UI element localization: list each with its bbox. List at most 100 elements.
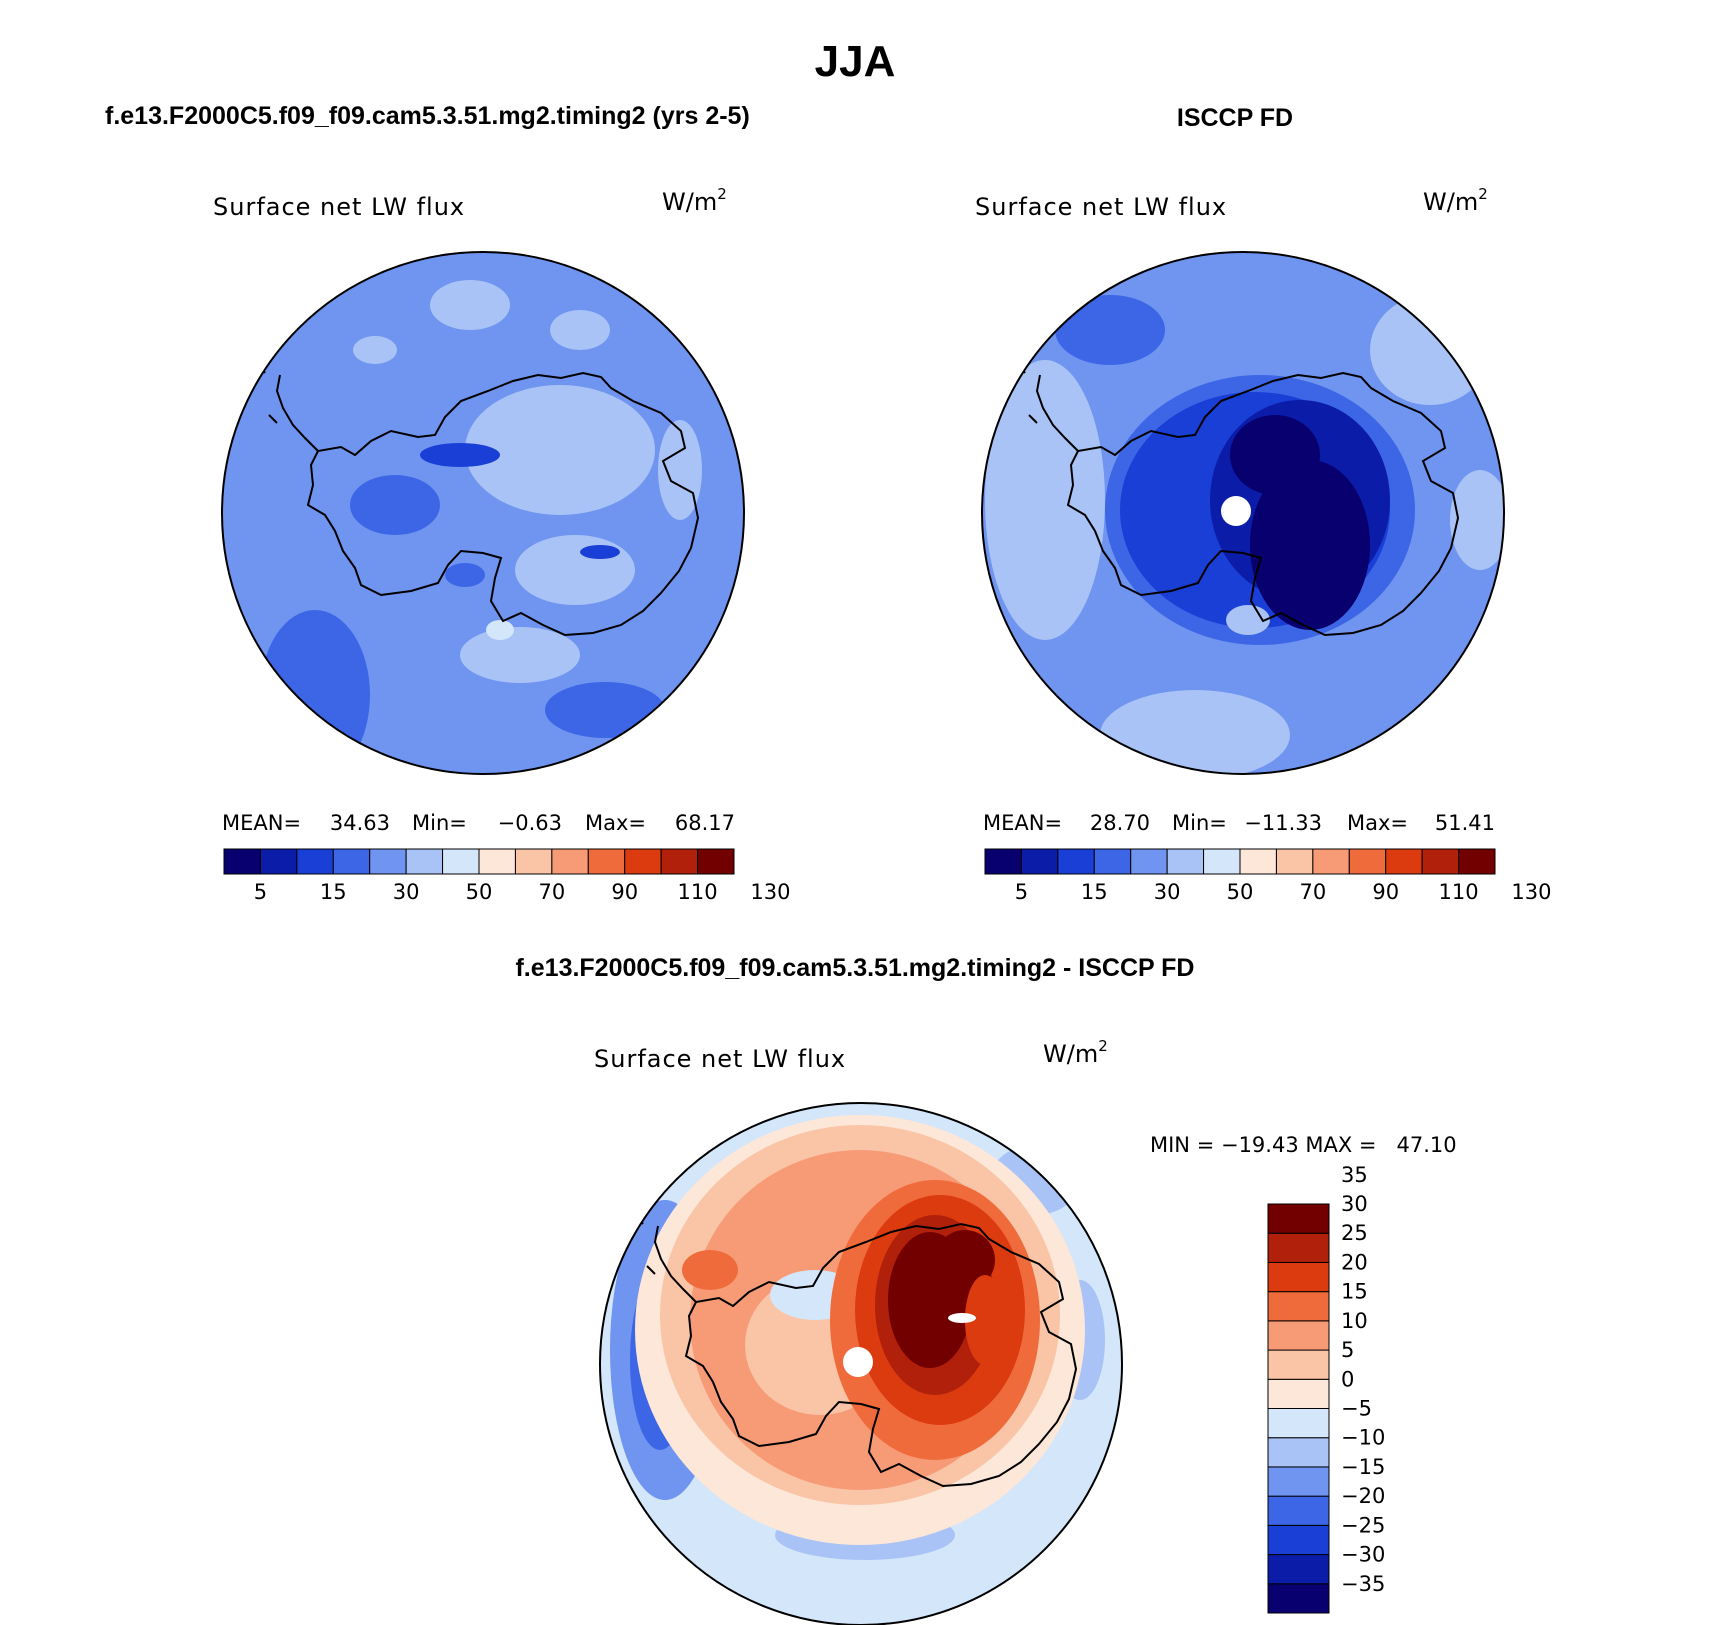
obs-colorbar-tick-label: 130: [1511, 880, 1551, 904]
obs-colorbar-swatch: [1166, 848, 1205, 875]
model-colorbar-swatch: [551, 848, 589, 875]
model-colorbar-swatch: [587, 848, 626, 875]
diff-panel: Surface net LW flux W/m2 MIN = −19.43 MA…: [594, 1037, 1457, 1625]
obs-min-value: −11.33: [1244, 811, 1322, 835]
diff-colorbar-swatch: [1267, 1261, 1330, 1293]
obs-polar-map: [982, 252, 1504, 774]
model-units-exponent: 2: [717, 185, 727, 203]
obs-min-label: Min=: [1172, 811, 1227, 835]
obs-mean-label: MEAN=: [983, 811, 1062, 835]
obs-units-label: W/m2: [1423, 185, 1488, 216]
obs-colorbar-swatch: [1312, 848, 1350, 875]
diff-colorbar-swatch: [1267, 1495, 1330, 1526]
model-colorbar-swatch: [405, 848, 444, 875]
diff-colorbar-swatch: [1267, 1291, 1330, 1322]
obs-colorbar-swatch: [1057, 848, 1095, 875]
obs-colorbar-swatch: [1203, 848, 1241, 875]
model-colorbar-swatch: [259, 848, 298, 875]
model-colorbar-swatch: [332, 848, 371, 875]
obs-colorbar-tick-label: 5: [1015, 880, 1028, 904]
diff-units-exponent: 2: [1098, 1037, 1108, 1055]
diff-colorbar-swatch: [1267, 1437, 1330, 1468]
diff-colorbar-tick-label: 5: [1341, 1338, 1354, 1362]
obs-max-label: Max=: [1347, 811, 1408, 835]
obs-max-value: 51.41: [1435, 811, 1495, 835]
model-units-label: W/m2: [662, 185, 727, 216]
diff-colorbar-tick-label: −20: [1341, 1484, 1385, 1508]
model-min-value: −0.63: [498, 811, 562, 835]
model-colorbar-swatch: [442, 848, 480, 875]
obs-units-base: W/m: [1423, 188, 1478, 216]
model-colorbar-tick-label: 15: [320, 880, 347, 904]
diff-polar-map: [600, 1103, 1122, 1625]
diff-panel-title: f.e13.F2000C5.f09_f09.cam5.3.51.mg2.timi…: [515, 954, 1194, 982]
diff-map-boundary: [599, 1102, 1123, 1625]
obs-colorbar-tick-label: 15: [1081, 880, 1108, 904]
obs-colorbar-swatch: [1348, 848, 1387, 875]
diff-colorbar-tick-label: −35: [1341, 1572, 1385, 1596]
obs-colorbar: 5 15 30 50 70 90 110 130: [984, 848, 1551, 904]
obs-colorbar-swatch: [1093, 848, 1132, 875]
obs-mean-value: 28.70: [1090, 811, 1150, 835]
diff-colorbar-swatch: [1267, 1524, 1330, 1556]
model-polar-map: [222, 252, 744, 774]
model-map-boundary: [221, 251, 745, 775]
model-field-label: Surface net LW flux: [213, 193, 465, 221]
obs-colorbar-tick-label: 70: [1299, 880, 1326, 904]
model-colorbar-swatch: [369, 848, 407, 875]
model-colorbar-swatch: [697, 848, 735, 875]
model-colorbar-swatch: [296, 848, 334, 875]
diff-colorbar-tick-label: 20: [1341, 1250, 1368, 1274]
diff-min-max-text: MIN = −19.43 MAX = 47.10: [1150, 1133, 1457, 1157]
obs-colorbar-tick-label: 30: [1154, 880, 1181, 904]
obs-field-label: Surface net LW flux: [975, 193, 1227, 221]
obs-colorbar-swatch: [1239, 848, 1277, 875]
obs-panel-title: ISCCP FD: [1177, 104, 1293, 132]
obs-units-exponent: 2: [1478, 185, 1488, 203]
obs-colorbar-tick-label: 110: [1439, 880, 1479, 904]
model-panel-title: f.e13.F2000C5.f09_f09.cam5.3.51.mg2.timi…: [105, 102, 750, 130]
model-colorbar-swatch: [660, 848, 699, 875]
diff-colorbar-tick-label: 10: [1341, 1309, 1368, 1333]
obs-colorbar-tick-label: 50: [1227, 880, 1254, 904]
model-colorbar-swatch: [478, 848, 516, 875]
model-colorbar-swatch: [223, 848, 261, 875]
diff-colorbar-tick-label: 15: [1341, 1280, 1368, 1304]
diff-colorbar-swatch: [1267, 1583, 1330, 1614]
diff-colorbar-tick-label: −10: [1341, 1426, 1385, 1450]
model-min-label: Min=: [412, 811, 467, 835]
diff-colorbar-tick-label: −30: [1341, 1543, 1385, 1567]
obs-colorbar-tick-label: 90: [1372, 880, 1399, 904]
diff-colorbar-swatch: [1267, 1554, 1330, 1585]
model-max-value: 68.17: [675, 811, 735, 835]
obs-colorbar-swatch: [1130, 848, 1168, 875]
diff-colorbar-swatch: [1267, 1466, 1330, 1497]
diff-colorbar-tick-label: 30: [1341, 1192, 1368, 1216]
model-max-label: Max=: [585, 811, 646, 835]
obs-stats: MEAN= 28.70 Min= −11.33 Max= 51.41: [983, 811, 1495, 835]
model-colorbar-swatch: [514, 848, 553, 875]
obs-map-boundary: [981, 251, 1505, 775]
diff-colorbar-swatch: [1267, 1349, 1330, 1380]
season-title: JJA: [815, 37, 896, 86]
obs-colorbar-swatch: [1275, 848, 1314, 875]
diff-units-label: W/m2: [1043, 1037, 1108, 1068]
diff-colorbar-swatch: [1267, 1408, 1330, 1439]
obs-colorbar-swatch: [1020, 848, 1059, 875]
diff-colorbar-tick-label: −25: [1341, 1513, 1385, 1537]
model-panel: Surface net LW flux W/m2 MEAN= 34.63: [213, 185, 790, 904]
diff-colorbar-swatch: [1267, 1378, 1330, 1410]
model-colorbar-tick-label: 5: [254, 880, 267, 904]
diff-colorbar-tick-label: −15: [1341, 1455, 1385, 1479]
diff-field-label: Surface net LW flux: [594, 1045, 846, 1073]
model-units-base: W/m: [662, 188, 717, 216]
diff-units-base: W/m: [1043, 1040, 1098, 1068]
model-mean-label: MEAN=: [222, 811, 301, 835]
diff-colorbar-tick-label: 0: [1341, 1367, 1354, 1391]
diff-colorbar-tick-label: −5: [1341, 1397, 1372, 1421]
model-stats: MEAN= 34.63 Min= −0.63 Max= 68.17: [222, 811, 735, 835]
diff-colorbar-swatch: [1267, 1320, 1330, 1351]
model-colorbar-swatch: [624, 848, 662, 875]
model-colorbar-tick-label: 50: [466, 880, 493, 904]
model-colorbar-tick-label: 90: [611, 880, 638, 904]
